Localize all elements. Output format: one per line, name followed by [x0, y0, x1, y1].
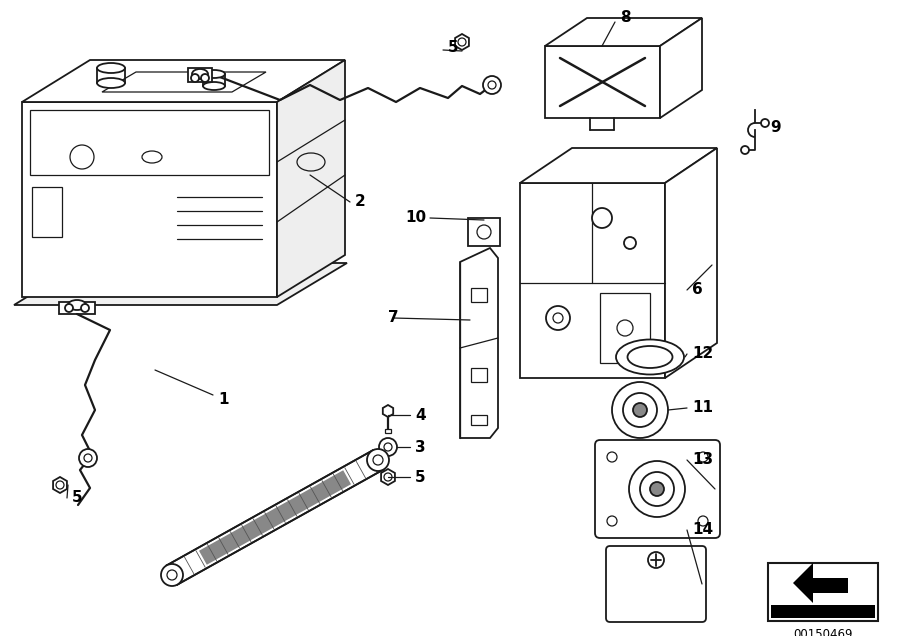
Polygon shape — [166, 450, 383, 584]
Text: 12: 12 — [692, 347, 713, 361]
Circle shape — [624, 237, 636, 249]
Circle shape — [640, 472, 674, 506]
Circle shape — [191, 74, 199, 82]
Circle shape — [623, 393, 657, 427]
Ellipse shape — [616, 340, 684, 375]
Circle shape — [761, 119, 769, 127]
Polygon shape — [520, 183, 665, 378]
Bar — [768, 563, 878, 621]
Text: 9: 9 — [770, 120, 780, 134]
Text: 14: 14 — [692, 523, 713, 537]
Polygon shape — [665, 148, 717, 378]
Ellipse shape — [192, 69, 208, 79]
Ellipse shape — [97, 63, 125, 73]
Polygon shape — [460, 248, 498, 438]
Bar — [771, 605, 875, 618]
Circle shape — [483, 76, 501, 94]
Text: 4: 4 — [415, 408, 426, 422]
Text: 7: 7 — [388, 310, 399, 326]
Text: 13: 13 — [692, 452, 713, 467]
Text: 6: 6 — [692, 282, 703, 298]
Circle shape — [161, 564, 183, 586]
Bar — [32, 187, 62, 237]
Circle shape — [81, 304, 89, 312]
Text: 2: 2 — [355, 195, 365, 209]
Ellipse shape — [203, 70, 225, 78]
Bar — [385, 429, 391, 433]
Ellipse shape — [68, 300, 86, 310]
Circle shape — [629, 461, 685, 517]
Circle shape — [79, 449, 97, 467]
Bar — [59, 302, 95, 314]
Circle shape — [201, 74, 209, 82]
Bar — [471, 288, 487, 302]
Bar — [600, 293, 650, 363]
Text: 5: 5 — [72, 490, 83, 506]
Polygon shape — [22, 60, 345, 102]
Polygon shape — [793, 563, 848, 603]
Circle shape — [379, 438, 397, 456]
Circle shape — [546, 306, 570, 330]
Ellipse shape — [203, 82, 225, 90]
Circle shape — [592, 208, 612, 228]
Circle shape — [741, 146, 749, 154]
Polygon shape — [199, 470, 351, 565]
FancyBboxPatch shape — [595, 440, 720, 538]
Polygon shape — [660, 18, 702, 118]
Text: 5: 5 — [448, 39, 459, 55]
Text: 00150469: 00150469 — [793, 628, 853, 636]
Ellipse shape — [97, 78, 125, 88]
Circle shape — [65, 304, 73, 312]
Polygon shape — [545, 46, 660, 118]
FancyBboxPatch shape — [606, 546, 706, 622]
Text: 11: 11 — [692, 401, 713, 415]
Polygon shape — [14, 263, 347, 305]
Circle shape — [367, 449, 389, 471]
Text: 3: 3 — [415, 439, 426, 455]
Polygon shape — [520, 148, 717, 183]
Ellipse shape — [627, 346, 672, 368]
Polygon shape — [545, 18, 702, 46]
Text: 5: 5 — [415, 469, 426, 485]
Bar — [471, 415, 487, 425]
Circle shape — [650, 482, 664, 496]
Polygon shape — [22, 102, 277, 297]
Bar — [30, 110, 269, 175]
Text: 10: 10 — [405, 211, 426, 226]
Bar — [468, 218, 500, 246]
Polygon shape — [277, 60, 345, 297]
Bar — [188, 68, 212, 82]
Text: 8: 8 — [620, 10, 631, 25]
Circle shape — [633, 403, 647, 417]
Circle shape — [612, 382, 668, 438]
Text: 1: 1 — [218, 392, 229, 408]
Bar — [471, 368, 487, 382]
